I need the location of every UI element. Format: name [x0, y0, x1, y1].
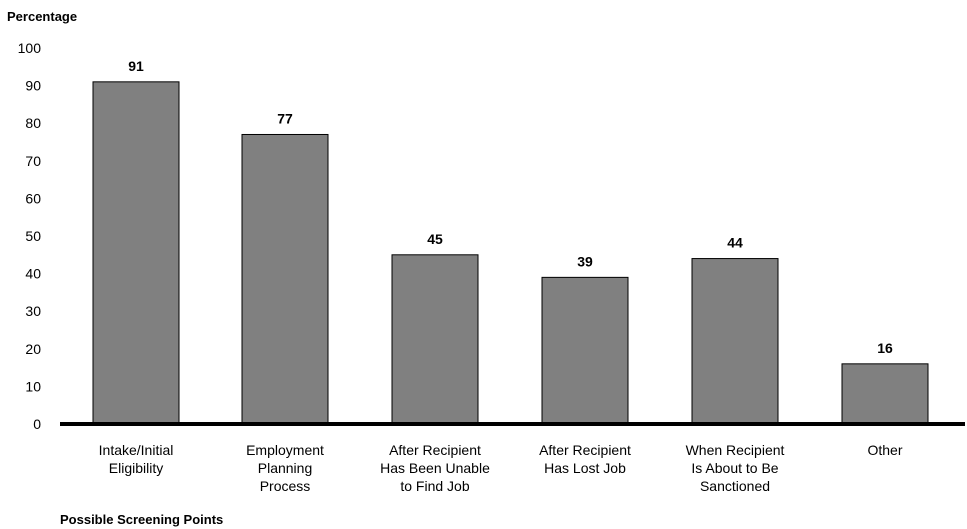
x-category-line: After Recipient	[539, 442, 631, 458]
x-category-line: Has Lost Job	[544, 460, 626, 476]
y-tick-label: 70	[25, 153, 41, 169]
data-label: 45	[427, 231, 443, 247]
y-axis-ticks: 0 10 20 30 40 50 60 70 80 90 100	[18, 40, 42, 432]
x-category-line: Employment	[246, 442, 324, 458]
bar	[691, 258, 779, 425]
data-label: 39	[577, 253, 593, 269]
y-tick-label: 0	[33, 416, 41, 432]
y-axis-title: Percentage	[7, 9, 77, 24]
data-labels: 91 77 45 39 44 16	[128, 58, 893, 356]
y-tick-label: 50	[25, 228, 41, 244]
x-category-line: Has Been Unable	[380, 460, 490, 476]
x-category-line: When Recipient	[686, 442, 785, 458]
x-category-label: When Recipient Is About to Be Sanctioned	[686, 442, 785, 494]
x-axis-categories: Intake/Initial Eligibility Employment Plann…	[99, 442, 903, 494]
x-category-line: Planning	[258, 460, 313, 476]
x-category-label: After Recipient Has Been Unable to Find Jo…	[380, 442, 490, 494]
y-tick-label: 20	[25, 341, 41, 357]
y-tick-label: 80	[25, 115, 41, 131]
x-axis-title: Possible Screening Points	[60, 512, 223, 527]
x-category-line: Process	[260, 478, 311, 494]
bar	[391, 254, 479, 425]
y-tick-label: 40	[25, 266, 41, 282]
data-label: 44	[727, 235, 743, 251]
data-label: 77	[277, 110, 293, 126]
y-tick-label: 90	[25, 78, 41, 94]
x-category-label: After Recipient Has Lost Job	[539, 442, 631, 476]
data-label: 16	[877, 340, 893, 356]
y-tick-label: 30	[25, 303, 41, 319]
x-category-line: Eligibility	[109, 460, 163, 476]
bar	[541, 276, 629, 425]
x-category-line: Other	[867, 442, 902, 458]
x-category-line: Sanctioned	[700, 478, 770, 494]
x-category-line: After Recipient	[389, 442, 481, 458]
x-category-line: Intake/Initial	[99, 442, 174, 458]
y-tick-label: 60	[25, 190, 41, 206]
data-label: 91	[128, 58, 144, 74]
bar	[841, 363, 929, 425]
x-category-label: Employment Planning Process	[246, 442, 324, 494]
bars	[92, 81, 929, 425]
bar	[241, 133, 329, 425]
y-tick-label: 100	[18, 40, 42, 56]
x-category-line: to Find Job	[400, 478, 469, 494]
x-category-line: Is About to Be	[691, 460, 778, 476]
x-category-label: Other	[867, 442, 902, 458]
bar	[92, 81, 180, 425]
y-tick-label: 10	[25, 378, 41, 394]
x-category-label: Intake/Initial Eligibility	[99, 442, 174, 476]
